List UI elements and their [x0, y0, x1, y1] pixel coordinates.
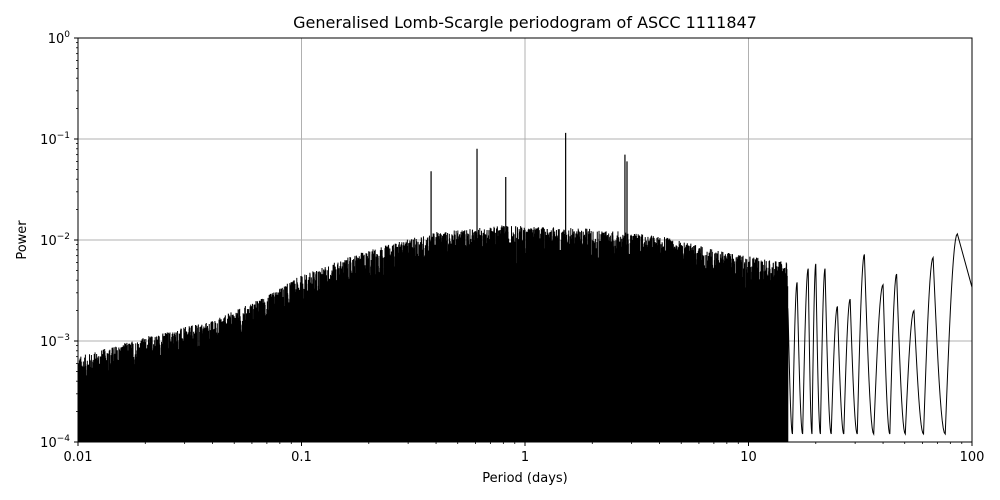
x-axis-label: Period (days) [482, 471, 568, 486]
axis-ticks: 0.01 0.1 1 10 100 10−4 10−3 10−2 10−1 100 [40, 30, 984, 465]
x-tick-label: 0.01 [64, 450, 93, 465]
x-tick-label: 1 [521, 450, 529, 465]
periodogram-line [78, 225, 972, 442]
plot-area [78, 132, 972, 442]
y-tick-label: 100 [48, 30, 71, 47]
x-tick-label: 100 [960, 450, 985, 465]
x-tick-label: 10 [740, 450, 757, 465]
y-tick-label: 10−1 [40, 131, 70, 148]
x-tick-label: 0.1 [291, 450, 312, 465]
y-tick-label: 10−2 [40, 232, 70, 249]
chart-title: Generalised Lomb-Scargle periodogram of … [293, 13, 757, 32]
y-axis-label: Power [15, 220, 30, 260]
y-tick-label: 10−3 [40, 333, 70, 350]
y-tick-label: 10−4 [40, 434, 70, 451]
